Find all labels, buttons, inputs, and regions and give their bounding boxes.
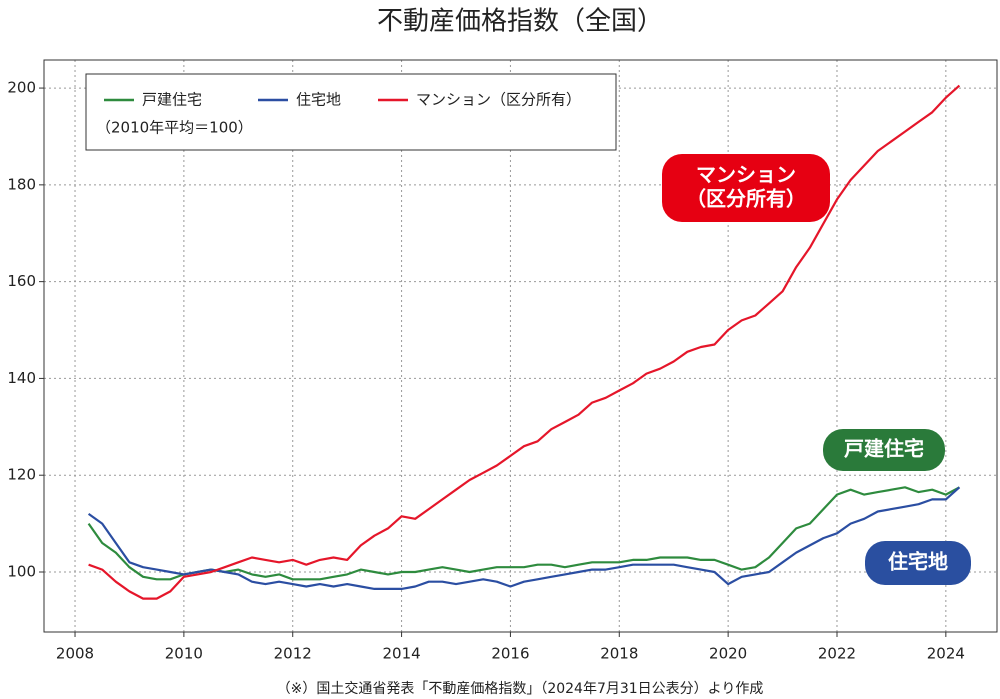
chart-title: 不動産価格指数（全国） <box>377 7 663 37</box>
y-tick-label: 160 <box>7 272 36 290</box>
legend-box <box>85 73 617 151</box>
legend-note: （2010年平均＝100） <box>96 119 253 137</box>
annotation-badge <box>662 154 830 222</box>
legend-label: 住宅地 <box>296 91 341 109</box>
annotation-label: （区分所有） <box>686 187 806 211</box>
x-tick-label: 2020 <box>709 645 747 663</box>
y-tick-label: 140 <box>7 369 36 387</box>
plot-frame <box>43 59 998 633</box>
x-tick-label: 2018 <box>600 645 638 663</box>
source-note: （※）国土交通省発表「不動産価格指数」（2024年7月31日公表分）より作成 <box>277 680 764 697</box>
x-tick-label: 2016 <box>491 645 529 663</box>
y-tick-label: 180 <box>7 175 36 193</box>
x-tick-label: 2012 <box>274 645 312 663</box>
series-line <box>88 84 961 600</box>
x-tick-label: 2008 <box>56 645 94 663</box>
annotation-label: マンション <box>696 163 796 187</box>
series-line <box>87 486 960 581</box>
legend-label: 戸建住宅 <box>142 91 202 109</box>
y-tick-label: 100 <box>7 562 36 580</box>
x-tick-label: 2024 <box>927 645 965 663</box>
annotation-label: 戸建住宅 <box>844 437 924 461</box>
annotation-label: 住宅地 <box>888 550 948 574</box>
annotation-badge <box>823 429 945 471</box>
x-tick-label: 2010 <box>165 645 203 663</box>
series-line <box>87 486 961 590</box>
y-tick-label: 200 <box>7 79 36 97</box>
x-tick-label: 2014 <box>382 645 420 663</box>
y-tick-label: 120 <box>7 466 36 484</box>
legend-label: マンション（区分所有） <box>416 91 581 109</box>
x-tick-label: 2022 <box>818 645 856 663</box>
annotation-badge <box>865 541 971 585</box>
